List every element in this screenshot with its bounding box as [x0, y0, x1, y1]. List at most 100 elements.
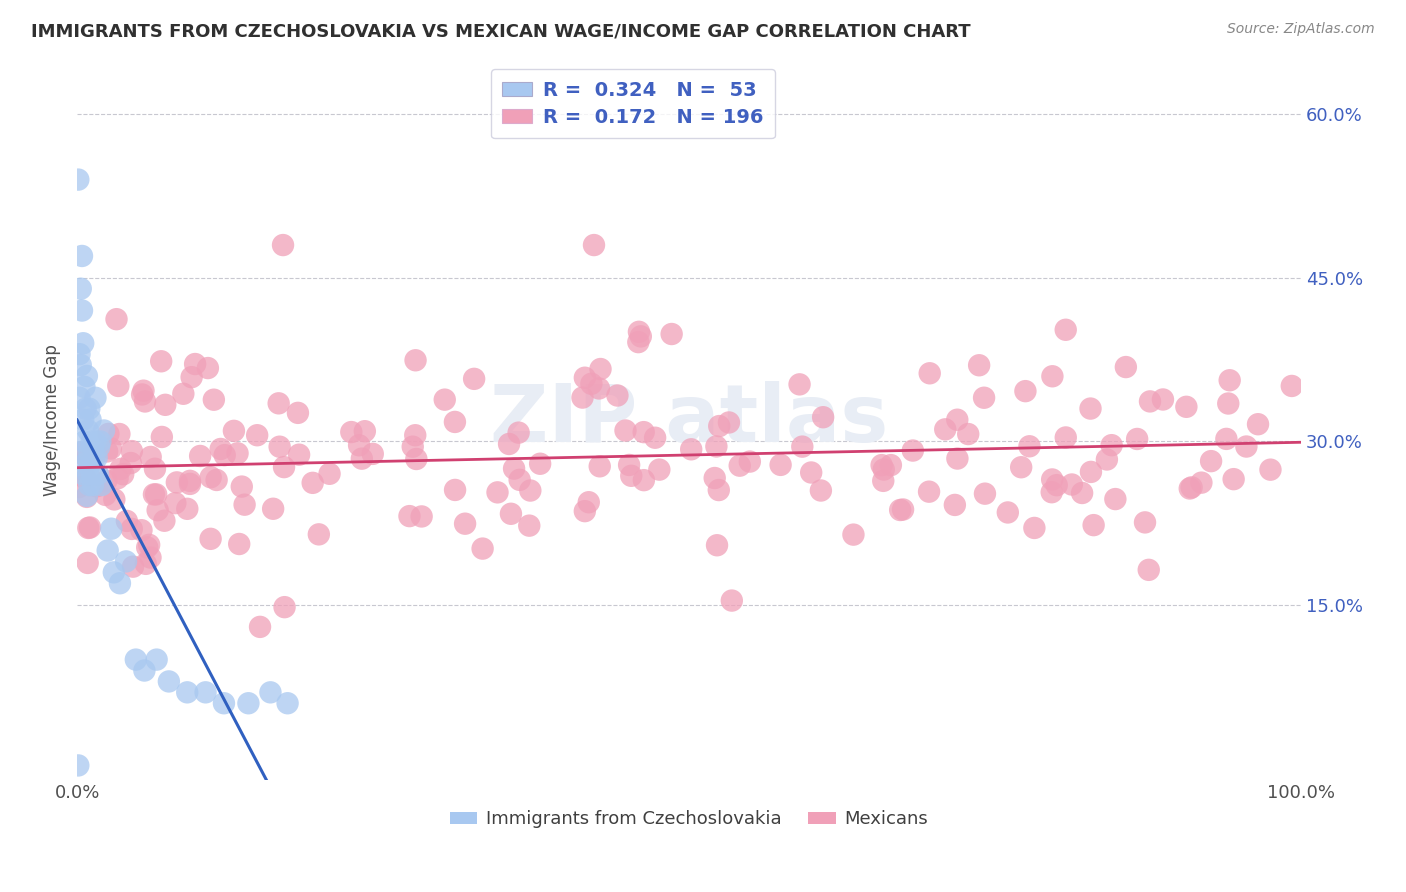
- Point: [79, 412, 101, 426]
- Point: [617, 458, 640, 472]
- Point: [131, 387, 153, 401]
- Point: [880, 458, 903, 472]
- Point: [269, 440, 291, 454]
- Point: [486, 485, 509, 500]
- Point: [143, 462, 166, 476]
- Point: [122, 559, 145, 574]
- Point: [1181, 480, 1204, 494]
- Point: [1054, 323, 1077, 337]
- Point: [633, 473, 655, 487]
- Point: [1139, 394, 1161, 409]
- Point: [720, 593, 742, 607]
- Point: [891, 502, 914, 516]
- Y-axis label: Wage/Income Gap: Wage/Income Gap: [44, 343, 60, 496]
- Point: [1080, 401, 1102, 416]
- Point: [728, 458, 751, 473]
- Point: [957, 427, 980, 442]
- Point: [630, 329, 652, 343]
- Point: [108, 576, 131, 591]
- Point: [121, 522, 143, 536]
- Point: [800, 466, 823, 480]
- Point: [94, 488, 117, 502]
- Point: [1014, 384, 1036, 398]
- Point: [70, 303, 93, 318]
- Point: [1046, 478, 1069, 492]
- Point: [574, 370, 596, 384]
- Point: [80, 434, 103, 449]
- Point: [271, 238, 294, 252]
- Point: [97, 543, 120, 558]
- Point: [974, 486, 997, 500]
- Point: [918, 366, 941, 380]
- Point: [84, 391, 107, 405]
- Point: [89, 434, 111, 449]
- Point: [228, 537, 250, 551]
- Point: [1054, 430, 1077, 444]
- Point: [1178, 482, 1201, 496]
- Point: [471, 541, 494, 556]
- Point: [703, 471, 725, 485]
- Point: [574, 504, 596, 518]
- Point: [212, 696, 235, 710]
- Point: [90, 478, 112, 492]
- Point: [73, 380, 96, 394]
- Point: [77, 467, 100, 482]
- Point: [789, 377, 811, 392]
- Point: [503, 461, 526, 475]
- Point: [1260, 463, 1282, 477]
- Point: [79, 401, 101, 416]
- Point: [1018, 439, 1040, 453]
- Point: [681, 442, 703, 457]
- Point: [918, 484, 941, 499]
- Point: [873, 462, 896, 476]
- Point: [69, 445, 91, 459]
- Point: [1040, 485, 1063, 500]
- Point: [1199, 454, 1222, 468]
- Point: [967, 358, 990, 372]
- Point: [934, 422, 956, 436]
- Point: [273, 460, 295, 475]
- Point: [231, 480, 253, 494]
- Point: [842, 527, 865, 541]
- Point: [571, 391, 593, 405]
- Point: [209, 442, 232, 456]
- Point: [79, 520, 101, 534]
- Point: [581, 376, 603, 391]
- Point: [463, 372, 485, 386]
- Point: [411, 509, 433, 524]
- Point: [340, 425, 363, 439]
- Point: [1234, 440, 1257, 454]
- Point: [1215, 432, 1237, 446]
- Point: [107, 379, 129, 393]
- Point: [108, 427, 131, 442]
- Point: [125, 652, 148, 666]
- Point: [194, 685, 217, 699]
- Point: [75, 456, 97, 470]
- Point: [347, 438, 370, 452]
- Point: [67, 480, 90, 494]
- Point: [589, 459, 612, 474]
- Text: IMMIGRANTS FROM CZECHOSLOVAKIA VS MEXICAN WAGE/INCOME GAP CORRELATION CHART: IMMIGRANTS FROM CZECHOSLOVAKIA VS MEXICA…: [31, 22, 970, 40]
- Point: [197, 361, 219, 376]
- Point: [76, 368, 98, 383]
- Point: [76, 489, 98, 503]
- Point: [226, 446, 249, 460]
- Point: [77, 424, 100, 438]
- Point: [633, 425, 655, 439]
- Point: [165, 496, 187, 510]
- Point: [1042, 369, 1064, 384]
- Point: [1189, 475, 1212, 490]
- Point: [1095, 452, 1118, 467]
- Point: [1040, 473, 1063, 487]
- Point: [69, 391, 91, 405]
- Point: [166, 475, 188, 490]
- Point: [769, 458, 792, 472]
- Point: [238, 696, 260, 710]
- Point: [1071, 486, 1094, 500]
- Point: [145, 652, 167, 666]
- Point: [717, 416, 740, 430]
- Point: [135, 557, 157, 571]
- Point: [589, 362, 612, 376]
- Point: [184, 357, 207, 371]
- Point: [176, 501, 198, 516]
